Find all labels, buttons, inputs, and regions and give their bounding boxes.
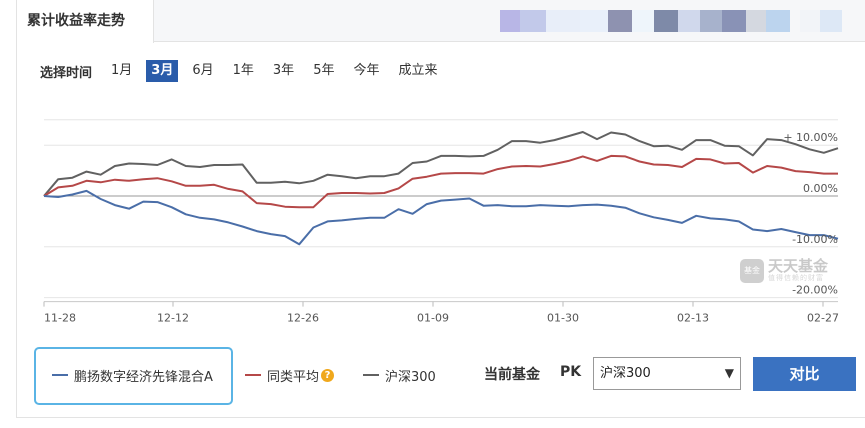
blurred-block bbox=[546, 10, 580, 32]
x-tick-label: 02-13 bbox=[677, 312, 709, 325]
legend-line-index bbox=[363, 374, 379, 376]
pk-label: PK bbox=[560, 364, 582, 380]
range-selector-label: 选择时间 bbox=[40, 65, 93, 81]
blurred-block bbox=[500, 10, 520, 32]
blurred-block bbox=[800, 10, 820, 32]
blurred-block bbox=[608, 10, 632, 32]
blurred-block bbox=[820, 10, 842, 32]
compare-button[interactable]: 对比 bbox=[753, 357, 856, 391]
range-option-since-inception[interactable]: 成立来 bbox=[398, 63, 438, 78]
legend-label-peer: 同类平均 bbox=[267, 369, 320, 385]
watermark-logo: 基金 bbox=[740, 258, 764, 283]
range-option-1y[interactable]: 1年 bbox=[232, 63, 254, 78]
x-tick-label: 01-09 bbox=[417, 312, 449, 325]
blurred-block bbox=[678, 10, 700, 32]
x-tick-label: 12-12 bbox=[157, 312, 189, 325]
x-tick-label: 01-30 bbox=[547, 312, 579, 325]
range-option-1m[interactable]: 1月 bbox=[111, 63, 133, 78]
blurred-block bbox=[580, 10, 608, 32]
chevron-down-icon: ▼ bbox=[724, 366, 734, 380]
legend-item-index[interactable]: 沪深300 bbox=[363, 365, 436, 385]
x-tick-label: 11-28 bbox=[44, 312, 76, 325]
legend-highlight-box bbox=[34, 347, 233, 405]
range-option-3y[interactable]: 3年 bbox=[272, 63, 295, 78]
range-option-5y[interactable]: 5年 bbox=[313, 63, 335, 78]
y-tick-label: 0.00% bbox=[803, 182, 838, 195]
legend-line-fund bbox=[52, 374, 68, 376]
watermark-subtitle: 值得信赖的财富 bbox=[768, 274, 824, 282]
compare-select[interactable]: 沪深300 ▼ bbox=[593, 357, 741, 390]
y-tick-label: -10.00% bbox=[792, 233, 838, 246]
series-line-2 bbox=[43, 189, 839, 246]
series-line-1 bbox=[43, 154, 838, 209]
y-tick-label: + 10.00% bbox=[783, 131, 838, 144]
current-fund-label: 当前基金 bbox=[484, 367, 540, 383]
blurred-block bbox=[700, 10, 722, 32]
blurred-block bbox=[520, 10, 546, 32]
blurred-block bbox=[722, 10, 746, 32]
legend-item-fund[interactable]: 鹏扬数字经济先锋混合A bbox=[52, 365, 213, 385]
series-line-0 bbox=[43, 131, 839, 197]
blurred-block bbox=[746, 10, 766, 32]
y-tick-label: -20.00% bbox=[792, 284, 838, 297]
range-option-3m[interactable]: 3月 bbox=[146, 60, 179, 82]
blurred-block bbox=[632, 10, 654, 32]
time-range-selector: 选择时间 1月 3月 6月 1年 3年 5年 今年 成立来 bbox=[40, 60, 452, 82]
range-option-6m[interactable]: 6月 bbox=[192, 63, 214, 78]
header-tab-title[interactable]: 累计收益率走势 bbox=[17, 0, 154, 43]
x-tick-label: 12-26 bbox=[287, 312, 319, 325]
legend-label-index: 沪深300 bbox=[385, 369, 436, 385]
legend-label-fund: 鹏扬数字经济先锋混合A bbox=[74, 369, 213, 385]
blurred-block bbox=[654, 10, 678, 32]
compare-select-value: 沪深300 bbox=[600, 366, 651, 381]
cumulative-return-chart: + 10.00% 0.00% -10.00% -20.00% 11-28 12-12 12-… bbox=[43, 119, 839, 325]
help-icon[interactable]: ? bbox=[321, 368, 335, 382]
watermark: 基金 天天基金 值得信赖的财富 bbox=[740, 258, 828, 283]
range-option-ytd[interactable]: 今年 bbox=[353, 63, 380, 78]
x-tick-label: 02-27 bbox=[807, 312, 839, 325]
legend-item-peer[interactable]: 同类平均 ? bbox=[245, 365, 335, 385]
blurred-header-strip bbox=[500, 10, 842, 32]
blurred-block bbox=[766, 10, 790, 32]
legend-line-peer bbox=[245, 374, 261, 376]
watermark-title: 天天基金 bbox=[768, 257, 829, 275]
